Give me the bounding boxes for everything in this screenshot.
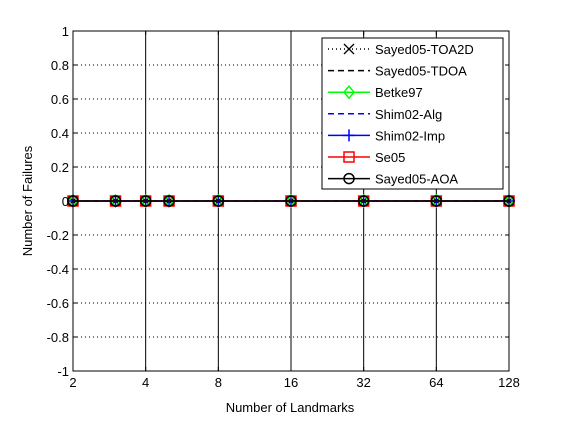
legend-entry: Shim02-Alg (328, 107, 442, 122)
data-point (285, 195, 297, 207)
legend-entry: Shim02-Imp (328, 128, 445, 143)
legend-label: Sayed05-TDOA (375, 64, 467, 79)
data-point (139, 195, 152, 207)
data-point (212, 195, 225, 207)
legend-entry: Sayed05-AOA (328, 172, 458, 187)
x-tick-label: 32 (356, 375, 370, 390)
y-tick-label: -0.8 (47, 330, 69, 345)
y-tick-label: 0.8 (51, 58, 69, 73)
legend-entry: Se05 (328, 150, 405, 165)
data-point (163, 195, 175, 207)
legend-label: Shim02-Alg (375, 107, 442, 122)
legend-marker (343, 172, 355, 185)
legend-entry: Sayed05-TDOA (328, 64, 467, 79)
x-tick-label: 16 (284, 375, 298, 390)
x-tick-label: 64 (429, 375, 443, 390)
y-tick-label: 0.2 (51, 160, 69, 175)
y-tick-label: -0.6 (47, 296, 69, 311)
legend-label: Shim02-Imp (375, 128, 445, 143)
y-tick-label: -0.4 (47, 262, 69, 277)
legend-label: Sayed05-TOA2D (375, 42, 474, 57)
y-tick-label: 1 (62, 24, 69, 39)
legend-label: Sayed05-AOA (375, 172, 458, 187)
x-tick-label: 8 (215, 375, 222, 390)
x-axis-label: Number of Landmarks (226, 400, 355, 415)
x-tick-label: 4 (142, 375, 149, 390)
legend-label: Se05 (375, 150, 405, 165)
legend-marker (343, 129, 355, 142)
data-point (357, 195, 370, 207)
legend-entry: Betke97 (328, 85, 423, 100)
y-tick-label: 0 (62, 194, 69, 209)
y-axis-label: Number of Failures (20, 145, 35, 256)
legend-entry: Sayed05-TOA2D (328, 42, 474, 57)
x-tick-label: 2 (69, 375, 76, 390)
data-point (430, 195, 443, 207)
legend-marker (343, 85, 355, 100)
y-tick-label: -0.2 (47, 228, 69, 243)
legend-label: Betke97 (375, 85, 423, 100)
data-point (109, 195, 122, 207)
legend-marker (343, 151, 355, 163)
y-tick-label: -1 (57, 364, 69, 379)
y-tick-label: 0.6 (51, 92, 69, 107)
legend-marker (343, 43, 355, 55)
ticks: -1 -0.8 -0.6 -0.4 -0.2 0 0.2 0.4 0.6 0.8 1 2 4 8 16 32 6… (47, 24, 520, 390)
x-tick-label: 128 (498, 375, 520, 390)
y-tick-label: 0.4 (51, 126, 69, 141)
legend: Sayed05-TOA2D Sayed05-TDOA Betke97 Shim02-A… (321, 37, 504, 190)
